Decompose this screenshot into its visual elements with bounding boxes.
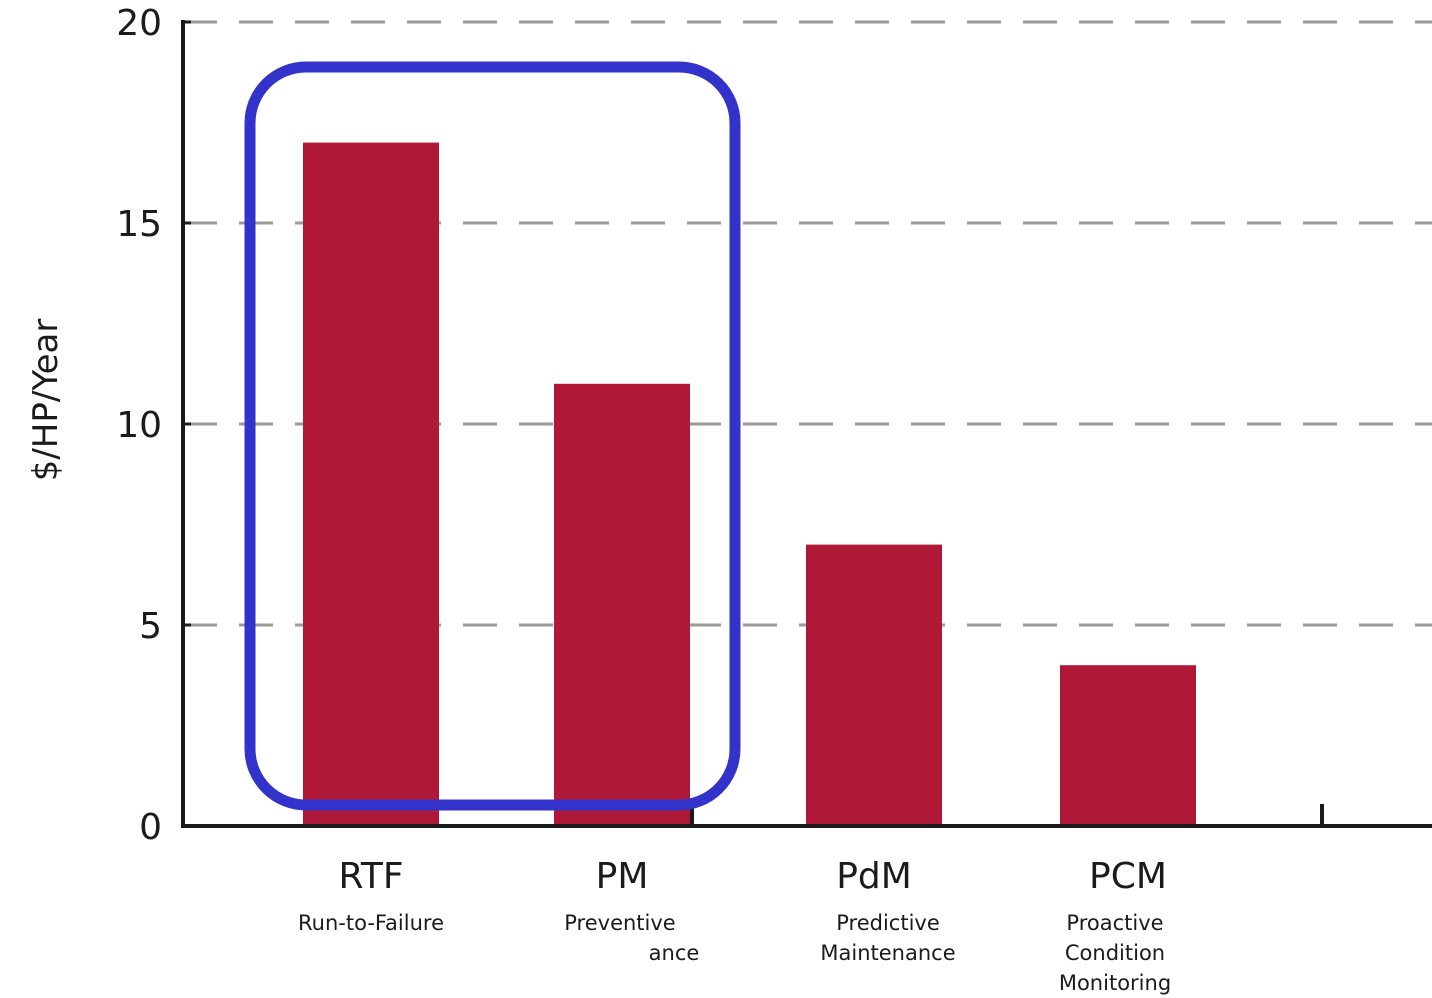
bar-pdm — [806, 544, 942, 826]
x-category-label: PCM — [1089, 856, 1167, 897]
x-category-label: PdM — [836, 856, 912, 897]
x-category-sublabel: Condition — [1065, 941, 1165, 965]
x-category-sublabel: Run-to-Failure — [298, 911, 444, 935]
y-tick-label: 15 — [116, 204, 162, 245]
bars — [303, 142, 1196, 827]
y-tick-label: 10 — [116, 405, 162, 446]
x-category-sublabel: Proactive — [1066, 911, 1163, 935]
highlight-group — [244, 61, 741, 811]
x-category-sublabel: Maintenance — [820, 941, 955, 965]
y-tick-label: 0 — [139, 807, 162, 848]
highlight-box — [244, 61, 741, 811]
bar-rtf — [303, 142, 439, 827]
y-tick-labels: 0 5 10 15 20 — [116, 3, 191, 848]
y-tick-label: 20 — [116, 3, 162, 44]
x-category-label: PM — [596, 856, 649, 897]
x-category-sublabel: Preventive — [564, 911, 675, 935]
bar-pm — [554, 383, 690, 826]
x-category-sublabel: Predictive — [836, 911, 940, 935]
x-category-labels: RTF Run-to-Failure PM Preventive ance PdM Pred… — [298, 856, 1171, 995]
x-category-sublabel: ance — [649, 941, 700, 965]
x-category-sublabel: Monitoring — [1059, 971, 1171, 995]
bar-pcm — [1060, 665, 1196, 826]
y-axis-title: $/HP/Year — [26, 319, 66, 482]
y-tick-label: 5 — [139, 606, 162, 647]
x-category-label: RTF — [338, 856, 403, 897]
